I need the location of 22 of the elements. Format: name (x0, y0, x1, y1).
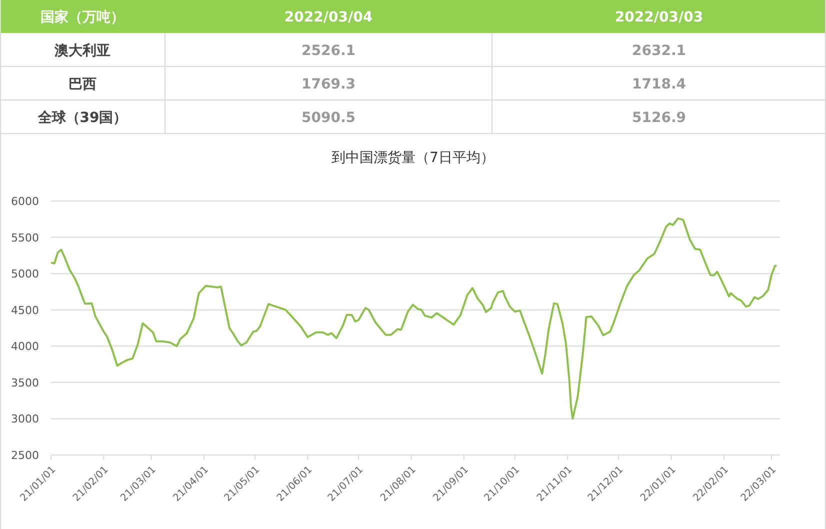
data-label: 5090.5 (301, 110, 356, 126)
y-tick-label: 3500 (11, 376, 39, 390)
data-label: 1718.4 (632, 76, 686, 92)
y-tick-label: 6000 (11, 195, 39, 208)
data-label: 2526.1 (301, 42, 356, 59)
y-tick-label: 2500 (11, 449, 39, 462)
category-label: 巴西 (68, 76, 96, 92)
data-label: 5126.9 (632, 110, 686, 126)
data-label: 1769.3 (301, 76, 356, 92)
y-tick-label: 4500 (11, 304, 39, 317)
y-tick-label: 3000 (11, 412, 39, 426)
y-tick-label: 5500 (11, 231, 39, 244)
data-label: 2632.1 (632, 42, 686, 59)
chart-title: 到中国漂货量（7日平均） (332, 150, 494, 166)
text: 国家（万吨） (40, 8, 124, 26)
text: 2022/03/03 (614, 10, 704, 26)
category-label: 澳大利亚 (54, 42, 110, 59)
y-tick-label: 4000 (11, 340, 39, 354)
line-series (50, 217, 778, 420)
text: 2022/03/04 (284, 10, 373, 26)
category-label: 全球（39国） (36, 110, 128, 126)
y-tick-label: 5000 (11, 268, 39, 281)
